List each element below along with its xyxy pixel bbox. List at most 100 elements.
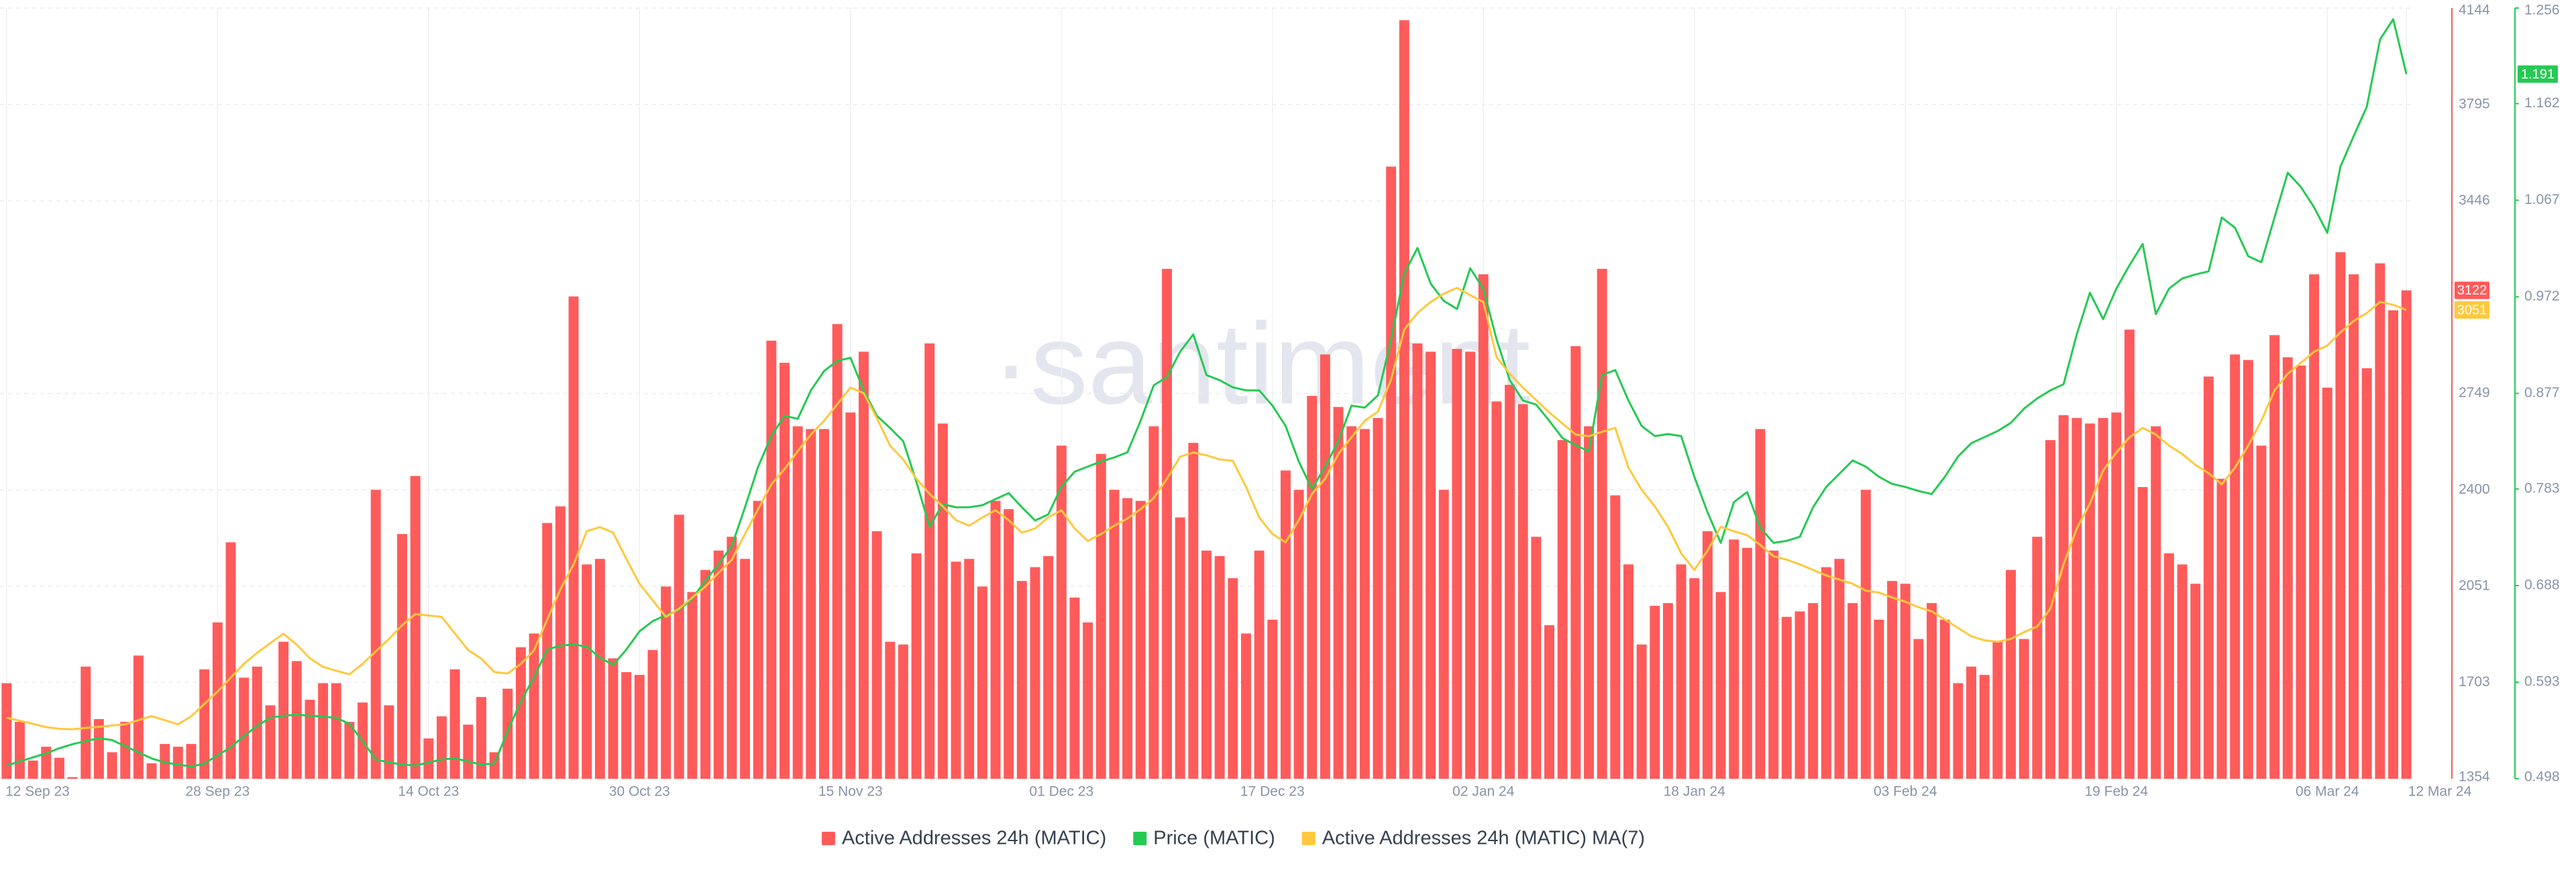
bar [1887,581,1898,779]
bar [885,641,896,779]
bar [384,705,394,779]
bar [832,324,843,779]
y-tick-label: 1354 [2459,769,2490,785]
bar [1900,584,1911,779]
bar [1741,547,1752,779]
bar [951,561,961,779]
bar [225,542,236,779]
legend-label[interactable]: Active Addresses 24h (MATIC) MA(7) [1322,828,1645,849]
bar [858,351,869,779]
bar [2163,553,2174,779]
line [6,18,2408,768]
bar [212,622,223,779]
bar [1162,268,1173,779]
x-tick-label: 12 Mar 24 [2408,784,2472,800]
y-tick-label: 3795 [2459,96,2490,111]
last-value-label: 3122 [2457,283,2487,298]
y-tick-label: 4144 [2459,3,2490,18]
bar [687,592,698,779]
bar [1821,567,1831,779]
bar [1135,500,1146,779]
bar [2177,564,2188,779]
bar [2190,584,2201,779]
bar [1478,274,1489,779]
bar [186,744,197,779]
bar [1346,426,1357,779]
bar [1505,384,1515,779]
bar [54,757,64,779]
y2-tick-label: 1.256 [2524,3,2560,18]
bar [146,763,157,779]
bar [634,675,645,779]
bar [2032,537,2043,779]
bar [2269,335,2280,779]
bar [1333,406,1344,779]
bar [305,700,315,779]
x-tick-label: 02 Jan 24 [1452,784,1515,800]
bar [1228,578,1238,779]
bar [1016,581,1027,779]
bar [397,534,407,779]
bar [107,752,117,779]
y-tick-label: 2400 [2459,482,2490,497]
bar [582,564,592,779]
bar [2401,290,2412,779]
bar [1491,401,1502,779]
bar [1860,490,1871,779]
bar [1927,603,1937,779]
bar [1570,346,1581,779]
bar [1768,550,1779,779]
bar [2203,376,2214,779]
bar [2361,368,2372,779]
y2-tick-label: 0.877 [2524,385,2560,400]
bar [67,777,78,779]
bar [199,669,210,779]
bar [1412,343,1423,779]
y-tick-label: 2749 [2459,385,2490,400]
bar [977,586,987,779]
bar [1293,490,1304,779]
y2-tick-label: 0.783 [2524,481,2560,496]
bar [2124,329,2135,779]
legend-label[interactable]: Active Addresses 24h (MATIC) [842,828,1106,849]
bar [898,644,908,779]
bar [2322,387,2332,779]
bar [740,559,751,779]
bar [120,722,131,779]
legend-label[interactable]: Price (MATIC) [1153,828,1275,849]
bar [937,423,948,779]
bar [502,688,513,779]
bar [2349,274,2359,779]
bar [2058,415,2069,779]
bar [2243,360,2253,779]
bar [766,340,777,779]
bar [608,658,619,779]
bar [1847,603,1858,779]
bar [1122,498,1133,779]
bar [1109,490,1120,779]
bar [2282,357,2293,779]
bar [265,705,276,779]
bar [1452,349,1462,779]
bar [2256,445,2267,779]
bar [1188,443,1199,779]
y-tick-label: 3446 [2459,193,2490,208]
bar [911,553,922,779]
bar [93,719,104,779]
bar [331,683,341,779]
bar [423,738,434,779]
y-tick-label: 1703 [2459,674,2490,690]
bar [1214,556,1225,779]
bar [1148,426,1159,779]
bar [1794,611,1805,779]
bar [1201,550,1212,779]
bar [1056,445,1067,779]
bar [1702,531,1713,779]
bar [2098,418,2108,779]
bar [871,531,882,779]
bar [1175,517,1185,779]
bar [1874,619,1884,779]
bar [80,666,91,779]
bar [278,641,289,779]
